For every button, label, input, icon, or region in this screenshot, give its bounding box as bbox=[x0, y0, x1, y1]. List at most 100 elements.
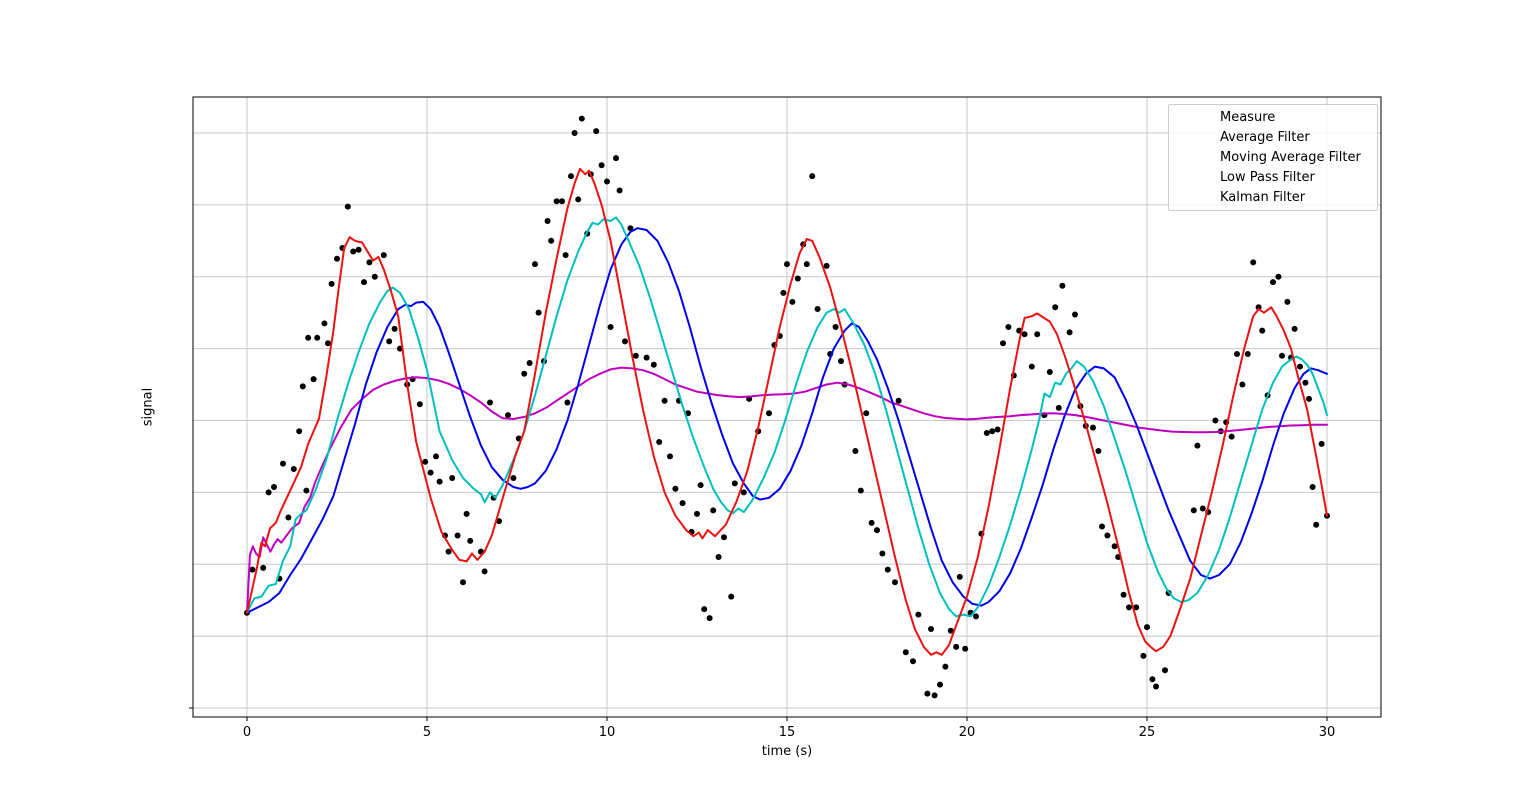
measure-point bbox=[325, 340, 331, 347]
legend-item-measure: Measure bbox=[1177, 107, 1369, 127]
measure-marker-icon bbox=[1177, 114, 1211, 121]
measure-point bbox=[1149, 676, 1156, 683]
measure-point bbox=[1021, 331, 1028, 338]
measure-point bbox=[874, 527, 880, 534]
measure-point bbox=[616, 187, 623, 194]
measure-point bbox=[299, 383, 306, 390]
measure-point bbox=[526, 359, 533, 366]
measure-point bbox=[260, 564, 267, 571]
measure-point bbox=[1162, 667, 1168, 674]
measure-point bbox=[902, 649, 909, 656]
measure-point bbox=[1133, 604, 1140, 611]
measure-point bbox=[884, 566, 891, 573]
measure-point bbox=[578, 115, 585, 122]
measure-point bbox=[562, 252, 569, 259]
measure-point bbox=[863, 410, 870, 417]
measure-point bbox=[386, 338, 393, 345]
measure-point bbox=[924, 690, 931, 697]
measure-point bbox=[559, 198, 565, 205]
measure-point bbox=[564, 399, 571, 406]
x-tick-label: 25 bbox=[1139, 725, 1156, 740]
measure-point bbox=[1046, 368, 1053, 375]
measure-point bbox=[1072, 311, 1078, 318]
measure-point bbox=[1313, 521, 1320, 528]
measure-point bbox=[803, 261, 810, 268]
measure-point bbox=[832, 324, 839, 331]
measure-point bbox=[1309, 483, 1316, 490]
measure-point bbox=[895, 397, 902, 404]
measure-point bbox=[632, 352, 639, 359]
measure-point bbox=[1291, 325, 1298, 332]
measure-point bbox=[321, 320, 328, 327]
measure-point bbox=[789, 298, 796, 305]
measure-point bbox=[355, 246, 362, 253]
measure-point bbox=[1111, 543, 1118, 550]
measure-point bbox=[656, 439, 663, 446]
measure-point bbox=[715, 554, 722, 561]
measure-point bbox=[650, 361, 657, 368]
measure-point bbox=[467, 537, 474, 544]
measure-point bbox=[433, 453, 439, 460]
measure-point bbox=[366, 259, 373, 266]
ticks: 0 5 10 15 20 25 30 bbox=[189, 707, 1335, 740]
measure-point bbox=[728, 593, 735, 600]
measure-point bbox=[928, 625, 934, 632]
measure-point bbox=[1028, 363, 1035, 370]
legend-label: Measure bbox=[1220, 109, 1276, 125]
measure-point bbox=[593, 128, 600, 135]
measure-point bbox=[271, 483, 277, 490]
measure-point bbox=[983, 430, 990, 437]
measure-point bbox=[1275, 273, 1282, 280]
measure-point bbox=[445, 548, 452, 555]
measure-point bbox=[1095, 448, 1102, 455]
measure-point bbox=[1066, 329, 1073, 336]
measure-point bbox=[868, 519, 875, 526]
measure-point bbox=[604, 178, 610, 185]
measure-point bbox=[679, 500, 686, 507]
measure-point bbox=[1059, 282, 1066, 289]
measure-point bbox=[780, 289, 787, 296]
measure-point bbox=[249, 566, 256, 573]
measure-point bbox=[1005, 324, 1012, 331]
measure-point bbox=[280, 460, 286, 467]
measure-point bbox=[1244, 350, 1251, 357]
measure-point bbox=[460, 579, 466, 586]
measure-point bbox=[915, 611, 922, 618]
measure-point bbox=[1279, 352, 1285, 359]
measure-point bbox=[496, 518, 502, 525]
measure-point bbox=[1228, 433, 1235, 440]
legend: Measure Average Filter Moving Average Fi… bbox=[1168, 104, 1378, 211]
low-pass-filter-line bbox=[246, 216, 1328, 618]
measure-point bbox=[809, 173, 816, 180]
measure-point bbox=[1104, 532, 1111, 539]
legend-item-moving-average-filter: Moving Average Filter bbox=[1177, 147, 1369, 167]
legend-label: Moving Average Filter bbox=[1220, 149, 1361, 165]
measure-point bbox=[794, 275, 801, 282]
measure-point bbox=[706, 615, 713, 622]
kalman-filter-line-icon bbox=[1177, 197, 1211, 199]
measure-point bbox=[627, 225, 634, 232]
measure-point bbox=[1250, 259, 1257, 266]
measure-point bbox=[328, 280, 335, 287]
measure-point bbox=[571, 129, 578, 136]
measure-point bbox=[598, 162, 605, 169]
x-tick-label: 20 bbox=[959, 725, 976, 740]
measure-point bbox=[436, 478, 443, 485]
measure-point bbox=[1099, 523, 1105, 530]
measure-point bbox=[1194, 442, 1201, 449]
measure-point bbox=[510, 474, 517, 481]
measure-point bbox=[721, 534, 727, 541]
x-axis-label: time (s) bbox=[761, 744, 813, 759]
measure-point bbox=[766, 410, 772, 417]
measure-point bbox=[296, 428, 303, 435]
measure-point bbox=[487, 399, 493, 406]
measure-point bbox=[879, 550, 886, 557]
measure-point bbox=[672, 485, 679, 492]
kalman-filter-line bbox=[246, 167, 1328, 656]
grid bbox=[193, 97, 1381, 717]
measure-point bbox=[391, 325, 398, 332]
legend-label: Low Pass Filter bbox=[1220, 170, 1315, 186]
measure-point bbox=[427, 469, 434, 476]
measure-point bbox=[937, 681, 943, 688]
measure-point bbox=[265, 489, 272, 496]
